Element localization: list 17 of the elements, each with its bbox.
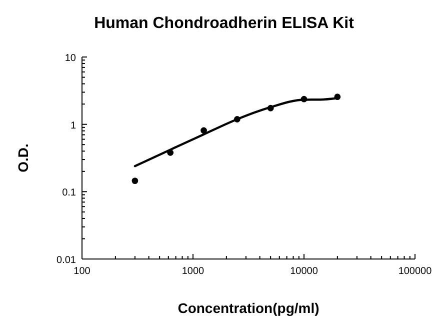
chart-title: Human Chondroadherin ELISA Kit xyxy=(94,15,355,32)
y-axis-title: O.D. xyxy=(15,144,31,172)
y-tick-label: 1 xyxy=(70,120,76,132)
x-tick-label: 10000 xyxy=(290,266,318,277)
y-tick-label: 0.1 xyxy=(62,188,76,199)
x-tick-label: 100 xyxy=(74,266,91,277)
point xyxy=(234,116,240,122)
point xyxy=(334,94,341,100)
point xyxy=(200,127,207,134)
point xyxy=(167,149,174,156)
x-tick-label: 100000 xyxy=(398,266,432,277)
x-tick-label: 1000 xyxy=(182,266,205,277)
point xyxy=(300,96,308,102)
y-tick-label: 10 xyxy=(64,53,76,64)
point xyxy=(267,104,274,112)
x-axis-title: Concentration(pg/ml) xyxy=(178,300,320,316)
y-tick-label: 0.01 xyxy=(56,255,76,266)
